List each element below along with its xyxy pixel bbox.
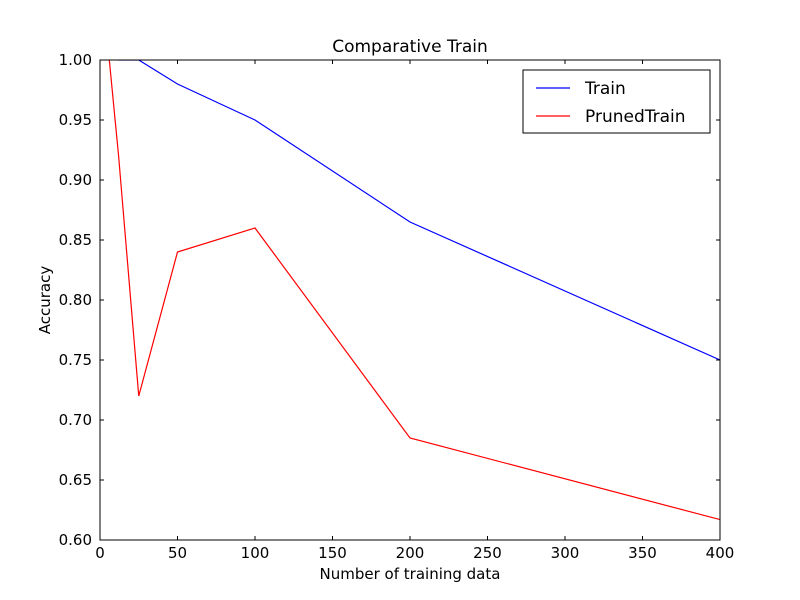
y-tick-label: 1.00: [59, 51, 92, 69]
x-tick-label: 350: [628, 544, 657, 562]
y-tick-label: 0.70: [59, 411, 92, 429]
legend-label-1: PrunedTrain: [585, 107, 686, 127]
y-axis-label: Accuracy: [36, 266, 54, 335]
x-tick-label: 400: [706, 544, 735, 562]
legend-box: [522, 69, 711, 134]
x-tick-label: 200: [396, 544, 425, 562]
x-tick-label: 0: [95, 544, 105, 562]
y-tick-label: 0.85: [59, 231, 92, 249]
series-line-0: [118, 60, 720, 361]
y-tick-label: 0.95: [59, 111, 92, 129]
x-tick-label: 300: [551, 544, 580, 562]
x-tick-label: 100: [241, 544, 270, 562]
series-line-1: [108, 60, 720, 521]
series-lines: [108, 60, 720, 521]
axis-ticks: 0 50 100 150 200 250 300 350 400 0.60 0.65 0.70 0.75…: [59, 51, 735, 562]
y-tick-label: 0.80: [59, 291, 92, 309]
y-tick-label: 0.90: [59, 171, 92, 189]
legend: Train PrunedTrain: [522, 69, 711, 134]
x-tick-label: 150: [318, 544, 347, 562]
x-tick-label: 250: [473, 544, 502, 562]
chart-title: Comparative Train: [332, 37, 488, 57]
y-tick-label: 0.60: [59, 531, 92, 549]
y-tick-label: 0.75: [59, 351, 92, 369]
y-tick-label: 0.65: [59, 471, 92, 489]
legend-label-0: Train: [584, 79, 626, 99]
x-axis-label: Number of training data: [320, 565, 501, 583]
x-tick-label: 50: [168, 544, 187, 562]
